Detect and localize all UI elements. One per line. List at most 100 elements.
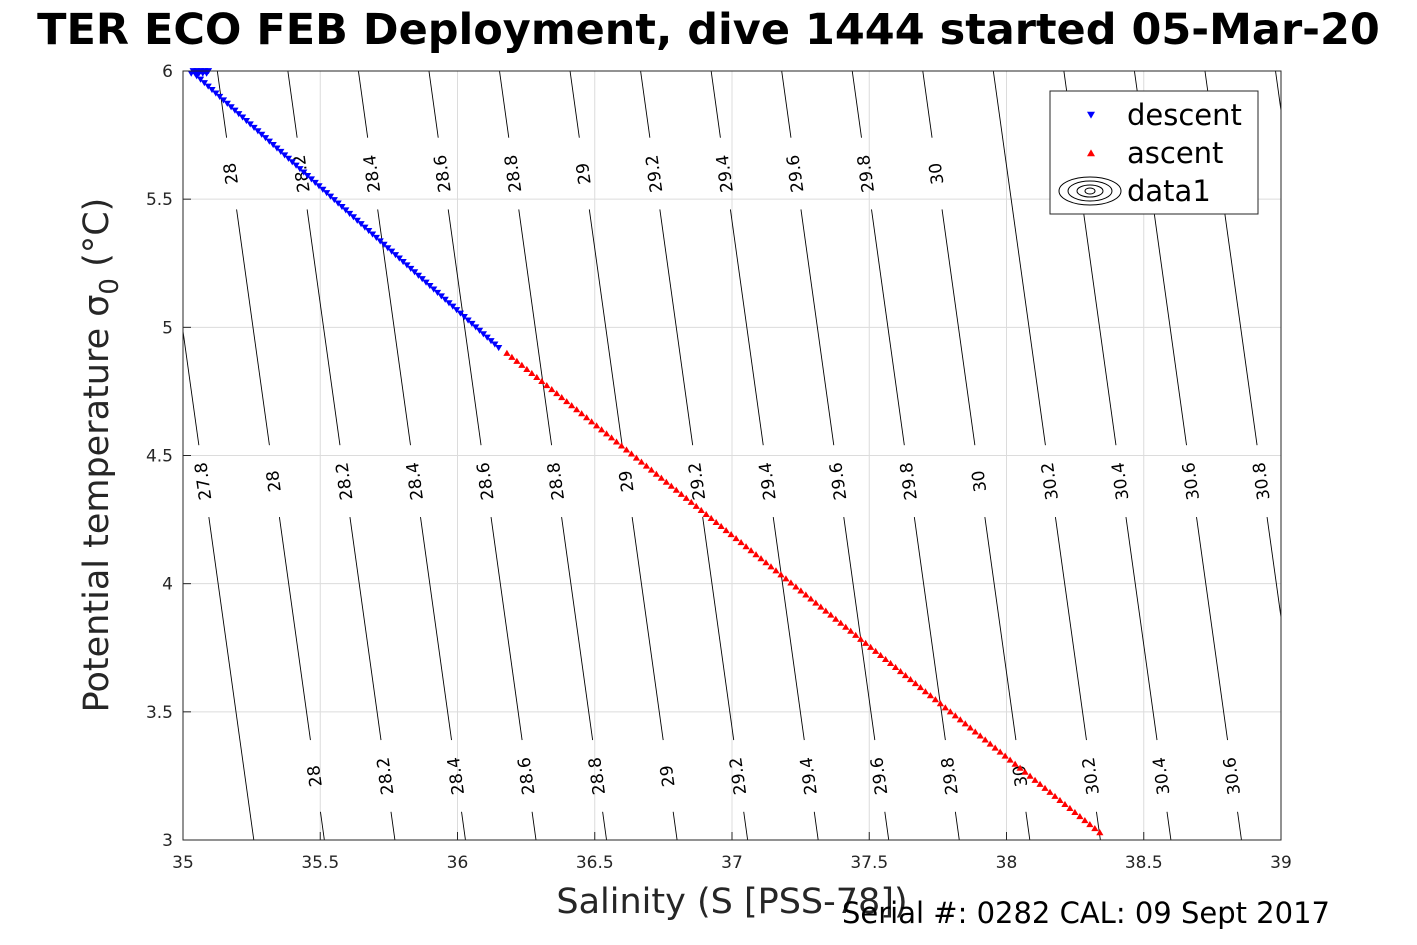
ascent-point [1016, 764, 1024, 771]
ascent-point [717, 522, 725, 530]
contour-label: 30.4 [1149, 756, 1174, 796]
ascent-point [1081, 816, 1089, 824]
legend-data1-label: data1 [1127, 174, 1211, 208]
y-tick-label: 3 [162, 831, 173, 851]
descent-point [200, 80, 208, 87]
descent-point [495, 344, 503, 352]
ascent-point [857, 635, 865, 642]
descent-point [231, 107, 239, 114]
isopycnal-28.4 [377, 209, 411, 446]
isopycnal-28.2 [306, 209, 341, 446]
ascent-point [981, 736, 989, 743]
x-axis-label: Salinity (S [PSS-78]) [556, 882, 907, 922]
isopycnal-28 [216, 71, 228, 138]
descent-point [238, 114, 247, 121]
descent-point [311, 179, 319, 186]
ascent-point [538, 377, 546, 385]
contour-label: 30.8 [1250, 461, 1275, 501]
descent-point [338, 203, 346, 211]
descent-point [346, 210, 354, 217]
descent-point [353, 217, 361, 224]
ascent-point [996, 748, 1004, 755]
contour-label: 30.2 [1038, 461, 1063, 501]
descent-point [414, 272, 423, 279]
ascent-point [1041, 784, 1049, 791]
ascent-point [742, 543, 750, 550]
descent-point [395, 255, 403, 262]
serial-cal-footer: Serial #: 0282 CAL: 09 Sept 2017 [842, 896, 1330, 930]
ascent-point [837, 619, 845, 626]
descent-point [303, 172, 312, 180]
contour-label: 28 [220, 161, 243, 185]
descent-point [399, 258, 407, 266]
x-tick-label: 36 [447, 853, 469, 873]
ascent-point [931, 696, 940, 703]
ascent-point [991, 744, 999, 751]
ascent-point [956, 716, 964, 723]
ascent-point [881, 655, 890, 662]
contour-label: 30.6 [1220, 756, 1245, 796]
legend-ascent-marker [1087, 149, 1095, 157]
ascent-point [966, 724, 974, 731]
legend-contour-ring [1058, 176, 1122, 206]
descent-point [445, 300, 453, 307]
contour-label: 29.2 [685, 461, 710, 501]
isopycnal-30.4 [1125, 516, 1158, 741]
descent-point [223, 100, 231, 107]
ascent-point [677, 490, 685, 497]
isopycnal-28.2 [349, 516, 382, 741]
ascent-point [777, 571, 785, 578]
ascent-point [702, 510, 710, 517]
descent-point [430, 286, 438, 293]
y-axis-ticks: 3 3.5 4 4.5 5 5.5 6 [146, 62, 191, 851]
descent-point [261, 135, 270, 142]
legend-descent-label: descent [1127, 98, 1242, 132]
descent-point [284, 155, 293, 162]
isopycnal-27.8 [208, 516, 255, 840]
ascent-point [906, 676, 915, 683]
descent-point [349, 214, 358, 221]
x-tick-label: 37 [721, 853, 743, 873]
isopycnal-27.8 [147, 71, 156, 138]
y-tick-label: 3.5 [146, 703, 173, 723]
isopycnal-29.4 [710, 71, 721, 138]
descent-point [258, 131, 266, 138]
descent-point [281, 152, 289, 159]
isopycnal-28.8 [602, 811, 607, 840]
ascent-point [672, 486, 680, 493]
legend-contour-icon [1058, 176, 1122, 206]
y-axis-label-unit: (°C) [77, 198, 117, 278]
ascent-point [612, 438, 621, 445]
ascent-point [1036, 780, 1044, 787]
ascent-point [647, 466, 656, 473]
isopycnal-30 [941, 209, 976, 446]
ascent-point [767, 563, 775, 570]
isopycnal-29.4 [729, 209, 764, 446]
ascent-point [747, 547, 755, 554]
ascent-point [588, 418, 596, 425]
ascent-point [568, 402, 576, 409]
contour-label: 28.6 [431, 153, 456, 193]
ascent-point [772, 567, 780, 574]
descent-point [357, 221, 365, 228]
isopycnal-29.2 [702, 516, 735, 741]
legend-ascent-label: ascent [1127, 136, 1223, 170]
ascent-point [847, 627, 855, 634]
contour-label: 27.8 [191, 461, 216, 501]
ascent-point [513, 357, 521, 364]
ascent-point [1046, 788, 1054, 795]
descent-point [269, 142, 277, 149]
ascent-point [802, 591, 810, 598]
contour-label: 28.8 [585, 756, 610, 796]
ascent-point [548, 385, 556, 393]
descent-point [323, 190, 331, 197]
ascent-point [832, 615, 840, 622]
contour-label: 30 [968, 469, 991, 493]
y-axis-label-subscript: 0 [95, 278, 125, 295]
ascent-point [916, 684, 925, 691]
descent-point [388, 248, 396, 255]
descent-point [246, 121, 254, 128]
x-tick-label: 38.5 [1125, 853, 1163, 873]
ascent-point [862, 639, 870, 646]
ascent-point [578, 410, 586, 417]
